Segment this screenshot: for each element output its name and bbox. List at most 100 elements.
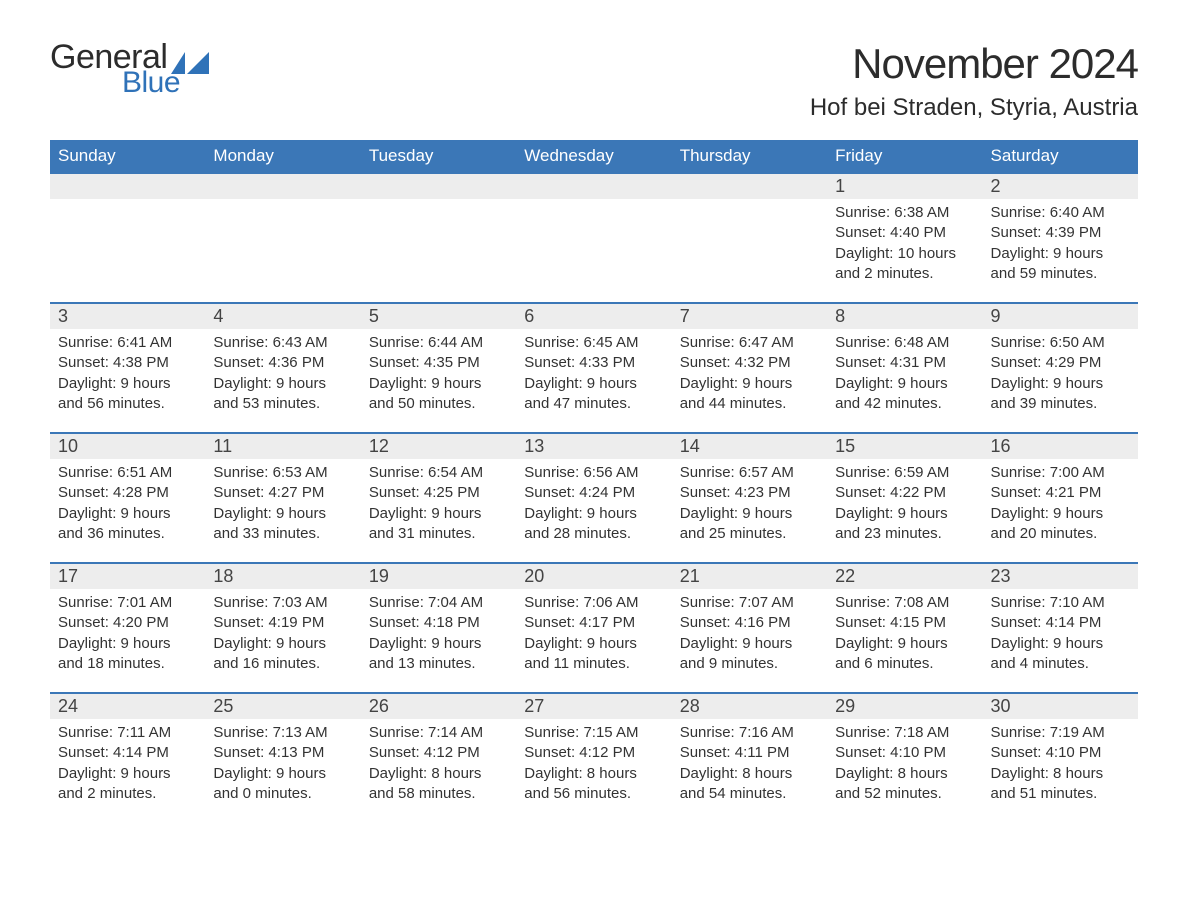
day-details: Sunrise: 7:13 AMSunset: 4:13 PMDaylight:…	[205, 719, 360, 812]
daylight-text: Daylight: 9 hours and 47 minutes.	[524, 374, 663, 415]
sunrise-text: Sunrise: 6:56 AM	[524, 463, 663, 483]
daylight-text: Daylight: 8 hours and 56 minutes.	[524, 764, 663, 805]
calendar-day	[50, 174, 205, 302]
daylight-text: Daylight: 9 hours and 2 minutes.	[58, 764, 197, 805]
sunrise-text: Sunrise: 7:19 AM	[991, 723, 1130, 743]
calendar-day: 3Sunrise: 6:41 AMSunset: 4:38 PMDaylight…	[50, 304, 205, 432]
day-details: Sunrise: 7:15 AMSunset: 4:12 PMDaylight:…	[516, 719, 671, 812]
calendar-day: 14Sunrise: 6:57 AMSunset: 4:23 PMDayligh…	[672, 434, 827, 562]
sunrise-text: Sunrise: 7:15 AM	[524, 723, 663, 743]
day-details: Sunrise: 6:48 AMSunset: 4:31 PMDaylight:…	[827, 329, 982, 422]
day-details: Sunrise: 6:53 AMSunset: 4:27 PMDaylight:…	[205, 459, 360, 552]
calendar-day: 26Sunrise: 7:14 AMSunset: 4:12 PMDayligh…	[361, 694, 516, 822]
page-heading: November 2024 Hof bei Straden, Styria, A…	[810, 40, 1138, 122]
calendar-day: 7Sunrise: 6:47 AMSunset: 4:32 PMDaylight…	[672, 304, 827, 432]
daylight-text: Daylight: 9 hours and 53 minutes.	[213, 374, 352, 415]
sunset-text: Sunset: 4:31 PM	[835, 353, 974, 373]
day-details: Sunrise: 7:00 AMSunset: 4:21 PMDaylight:…	[983, 459, 1138, 552]
day-details: Sunrise: 7:19 AMSunset: 4:10 PMDaylight:…	[983, 719, 1138, 812]
sunset-text: Sunset: 4:18 PM	[369, 613, 508, 633]
daylight-text: Daylight: 9 hours and 13 minutes.	[369, 634, 508, 675]
day-number-empty	[361, 174, 516, 199]
brand-word2: Blue	[122, 68, 209, 98]
weekday-header: Sunday	[50, 140, 205, 172]
sunrise-text: Sunrise: 6:54 AM	[369, 463, 508, 483]
day-number: 30	[983, 694, 1138, 719]
calendar-day: 27Sunrise: 7:15 AMSunset: 4:12 PMDayligh…	[516, 694, 671, 822]
sunrise-text: Sunrise: 6:40 AM	[991, 203, 1130, 223]
sunrise-text: Sunrise: 7:04 AM	[369, 593, 508, 613]
calendar-day: 8Sunrise: 6:48 AMSunset: 4:31 PMDaylight…	[827, 304, 982, 432]
day-number: 23	[983, 564, 1138, 589]
sunset-text: Sunset: 4:14 PM	[58, 743, 197, 763]
calendar-day: 6Sunrise: 6:45 AMSunset: 4:33 PMDaylight…	[516, 304, 671, 432]
day-number: 26	[361, 694, 516, 719]
sunrise-text: Sunrise: 6:45 AM	[524, 333, 663, 353]
day-details: Sunrise: 6:59 AMSunset: 4:22 PMDaylight:…	[827, 459, 982, 552]
day-number: 12	[361, 434, 516, 459]
day-number: 15	[827, 434, 982, 459]
day-details: Sunrise: 6:50 AMSunset: 4:29 PMDaylight:…	[983, 329, 1138, 422]
day-number-empty	[672, 174, 827, 199]
daylight-text: Daylight: 9 hours and 33 minutes.	[213, 504, 352, 545]
daylight-text: Daylight: 8 hours and 58 minutes.	[369, 764, 508, 805]
calendar-body: 1Sunrise: 6:38 AMSunset: 4:40 PMDaylight…	[50, 172, 1138, 822]
sunset-text: Sunset: 4:40 PM	[835, 223, 974, 243]
calendar-day: 12Sunrise: 6:54 AMSunset: 4:25 PMDayligh…	[361, 434, 516, 562]
calendar-day	[672, 174, 827, 302]
sunrise-text: Sunrise: 6:59 AM	[835, 463, 974, 483]
sunrise-text: Sunrise: 7:11 AM	[58, 723, 197, 743]
brand-logo: General Blue	[50, 40, 209, 98]
sunset-text: Sunset: 4:25 PM	[369, 483, 508, 503]
sunset-text: Sunset: 4:24 PM	[524, 483, 663, 503]
calendar-day	[205, 174, 360, 302]
daylight-text: Daylight: 9 hours and 42 minutes.	[835, 374, 974, 415]
daylight-text: Daylight: 9 hours and 28 minutes.	[524, 504, 663, 545]
daylight-text: Daylight: 9 hours and 36 minutes.	[58, 504, 197, 545]
sunset-text: Sunset: 4:10 PM	[991, 743, 1130, 763]
day-number: 8	[827, 304, 982, 329]
day-number: 18	[205, 564, 360, 589]
day-number: 29	[827, 694, 982, 719]
sunrise-text: Sunrise: 6:43 AM	[213, 333, 352, 353]
calendar-day: 17Sunrise: 7:01 AMSunset: 4:20 PMDayligh…	[50, 564, 205, 692]
sunset-text: Sunset: 4:19 PM	[213, 613, 352, 633]
sunset-text: Sunset: 4:28 PM	[58, 483, 197, 503]
day-number: 25	[205, 694, 360, 719]
calendar-day	[516, 174, 671, 302]
day-number: 17	[50, 564, 205, 589]
daylight-text: Daylight: 9 hours and 39 minutes.	[991, 374, 1130, 415]
day-number-empty	[516, 174, 671, 199]
calendar-day: 21Sunrise: 7:07 AMSunset: 4:16 PMDayligh…	[672, 564, 827, 692]
calendar-day: 29Sunrise: 7:18 AMSunset: 4:10 PMDayligh…	[827, 694, 982, 822]
daylight-text: Daylight: 8 hours and 52 minutes.	[835, 764, 974, 805]
calendar-day: 24Sunrise: 7:11 AMSunset: 4:14 PMDayligh…	[50, 694, 205, 822]
sunset-text: Sunset: 4:15 PM	[835, 613, 974, 633]
day-details: Sunrise: 7:08 AMSunset: 4:15 PMDaylight:…	[827, 589, 982, 682]
sunset-text: Sunset: 4:17 PM	[524, 613, 663, 633]
calendar-day: 30Sunrise: 7:19 AMSunset: 4:10 PMDayligh…	[983, 694, 1138, 822]
calendar-day: 18 Sunrise: 7:03 AMSunset: 4:19 PMDayligh…	[205, 564, 360, 692]
sunrise-text: Sunrise: 6:57 AM	[680, 463, 819, 483]
day-number: 10	[50, 434, 205, 459]
sunset-text: Sunset: 4:21 PM	[991, 483, 1130, 503]
sunrise-text: Sunrise: 7:03 AM	[213, 593, 352, 613]
sunset-text: Sunset: 4:22 PM	[835, 483, 974, 503]
header: General Blue November 2024 Hof bei Strad…	[50, 40, 1138, 122]
day-details: Sunrise: 6:54 AMSunset: 4:25 PMDaylight:…	[361, 459, 516, 552]
calendar-day: 2Sunrise: 6:40 AMSunset: 4:39 PMDaylight…	[983, 174, 1138, 302]
calendar-week: 17Sunrise: 7:01 AMSunset: 4:20 PMDayligh…	[50, 562, 1138, 692]
day-details: Sunrise: 6:51 AMSunset: 4:28 PMDaylight:…	[50, 459, 205, 552]
sunrise-text: Sunrise: 6:53 AM	[213, 463, 352, 483]
daylight-text: Daylight: 9 hours and 0 minutes.	[213, 764, 352, 805]
day-details: Sunrise: 6:57 AMSunset: 4:23 PMDaylight:…	[672, 459, 827, 552]
weekday-header: Tuesday	[361, 140, 516, 172]
daylight-text: Daylight: 10 hours and 2 minutes.	[835, 244, 974, 285]
sunset-text: Sunset: 4:35 PM	[369, 353, 508, 373]
sunrise-text: Sunrise: 7:00 AM	[991, 463, 1130, 483]
sunrise-text: Sunrise: 6:38 AM	[835, 203, 974, 223]
sunrise-text: Sunrise: 7:13 AM	[213, 723, 352, 743]
daylight-text: Daylight: 9 hours and 16 minutes.	[213, 634, 352, 675]
weekday-header: Saturday	[983, 140, 1138, 172]
sunrise-text: Sunrise: 7:18 AM	[835, 723, 974, 743]
